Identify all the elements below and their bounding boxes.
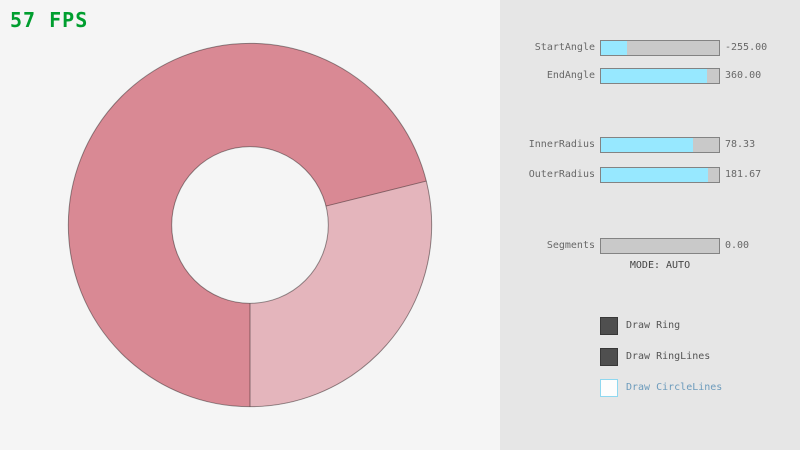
slider-row-innerradius: InnerRadius 78.33 <box>500 137 800 153</box>
slider-segments-label: Segments <box>546 240 595 251</box>
slider-innerradius-bar[interactable] <box>600 137 720 153</box>
slider-startangle-bar[interactable] <box>600 40 720 56</box>
fps-counter: 57 FPS <box>10 8 89 32</box>
slider-endangle-fill <box>601 69 708 83</box>
ring-outer-line <box>67 42 433 408</box>
checkbox-draw-circlelines-box[interactable] <box>600 379 618 397</box>
slider-startangle-value: -255.00 <box>725 42 768 53</box>
slider-row-endangle: EndAngle 360.00 <box>500 68 800 84</box>
slider-outerradius-fill <box>601 168 709 182</box>
slider-row-outerradius: OuterRadius 181.67 <box>500 167 800 183</box>
slider-outerradius-bar[interactable] <box>600 167 720 183</box>
ring-drawing <box>67 42 433 408</box>
checkbox-draw-circlelines-label: Draw CircleLines <box>626 382 723 393</box>
ring-radial-line-end <box>325 180 427 207</box>
checkbox-draw-ringlines[interactable]: Draw RingLines <box>600 348 710 366</box>
slider-endangle-label: EndAngle <box>546 70 595 81</box>
slider-innerradius-value: 78.33 <box>725 139 756 150</box>
checkbox-draw-circlelines[interactable]: Draw CircleLines <box>600 379 722 397</box>
checkbox-draw-ringlines-label: Draw RingLines <box>626 351 711 362</box>
segments-mode-text: MODE: AUTO <box>629 260 691 271</box>
slider-endangle-bar[interactable] <box>600 68 720 84</box>
slider-innerradius-fill <box>601 138 694 152</box>
slider-startangle-fill <box>601 41 627 55</box>
slider-segments-bar[interactable] <box>600 238 720 254</box>
slider-endangle-value: 360.00 <box>725 70 762 81</box>
checkbox-draw-ring-box[interactable] <box>600 317 618 335</box>
control-panel: StartAngle -255.00 EndAngle 360.00 Inner… <box>500 0 800 450</box>
ring-canvas: 57 FPS <box>10 8 433 408</box>
slider-row-startangle: StartAngle -255.00 <box>500 40 800 56</box>
slider-segments-value: 0.00 <box>725 240 750 251</box>
checkbox-draw-ringlines-box[interactable] <box>600 348 618 366</box>
slider-outerradius-value: 181.67 <box>725 169 762 180</box>
slider-innerradius-label: InnerRadius <box>528 139 595 150</box>
ring-hole <box>171 146 329 304</box>
checkbox-draw-ring-label: Draw Ring <box>626 320 681 331</box>
ring-inner-line <box>171 146 329 304</box>
slider-startangle-label: StartAngle <box>534 42 595 53</box>
slider-outerradius-label: OuterRadius <box>528 169 595 180</box>
slider-row-segments: Segments 0.00 <box>500 238 800 254</box>
checkbox-draw-ring[interactable]: Draw Ring <box>600 317 680 335</box>
